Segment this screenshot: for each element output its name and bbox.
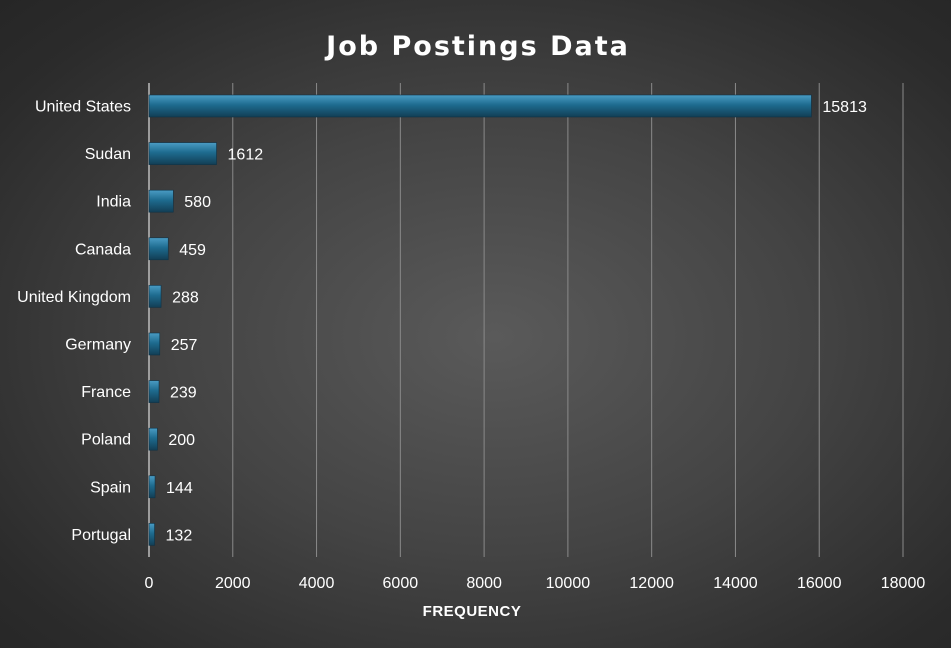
chart-title: Job Postings Data — [324, 31, 630, 62]
category-label: United Kingdom — [17, 289, 131, 306]
category-label: Sudan — [85, 146, 131, 163]
bar — [148, 189, 174, 213]
bar — [148, 380, 160, 403]
bar — [148, 285, 162, 308]
x-tick-label: 12000 — [629, 575, 674, 592]
category-label: Portugal — [71, 527, 131, 544]
x-tick-label: 16000 — [797, 575, 842, 592]
x-tick-label: 2000 — [215, 575, 251, 592]
value-label: 1612 — [228, 147, 264, 164]
value-labels: 15813 1612 580 459 288 257 239 200 144 132 — [166, 99, 867, 544]
value-label: 144 — [166, 480, 193, 497]
value-label: 239 — [170, 385, 197, 402]
bar — [148, 237, 169, 261]
bar — [148, 427, 158, 451]
bar — [148, 332, 161, 356]
x-tick-label: 18000 — [881, 575, 926, 592]
category-label: United States — [35, 99, 131, 116]
value-label: 200 — [168, 432, 195, 449]
x-tick-label: 6000 — [383, 575, 419, 592]
value-label: 15813 — [822, 99, 867, 116]
bar — [148, 142, 217, 165]
value-label: 459 — [179, 242, 206, 259]
x-tick-label: 8000 — [466, 575, 502, 592]
x-tick-label: 4000 — [299, 575, 335, 592]
bars — [148, 94, 812, 546]
value-label: 257 — [171, 337, 198, 354]
x-axis-title: FREQUENCY — [423, 603, 522, 620]
x-tick-labels: 0 2000 4000 6000 8000 10000 12000 14000 16000 180… — [145, 575, 926, 592]
bar — [148, 94, 812, 118]
x-tick-label: 14000 — [713, 575, 758, 592]
value-label: 132 — [166, 527, 193, 544]
bar — [148, 475, 156, 499]
category-labels: United States Sudan India Canada United King… — [17, 99, 131, 544]
x-tick-label: 0 — [145, 575, 154, 592]
category-label: India — [96, 194, 131, 211]
value-label: 288 — [172, 289, 199, 306]
x-tick-label: 10000 — [546, 575, 591, 592]
bar — [148, 523, 155, 546]
category-label: Canada — [75, 241, 131, 258]
value-label: 580 — [184, 194, 211, 211]
category-label: France — [81, 384, 131, 401]
category-label: Germany — [65, 337, 131, 354]
category-label: Spain — [90, 479, 131, 496]
category-label: Poland — [81, 432, 131, 449]
